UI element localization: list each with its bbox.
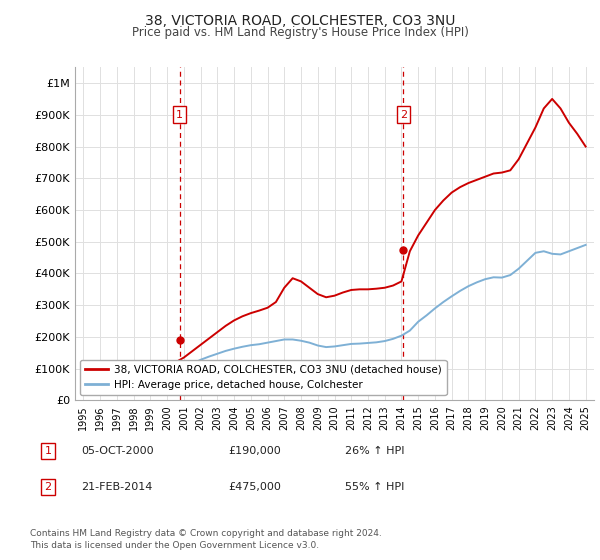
Text: 21-FEB-2014: 21-FEB-2014 — [81, 482, 152, 492]
Text: £190,000: £190,000 — [228, 446, 281, 456]
Text: 55% ↑ HPI: 55% ↑ HPI — [345, 482, 404, 492]
Text: 1: 1 — [176, 110, 183, 120]
Text: 1: 1 — [44, 446, 52, 456]
Text: 38, VICTORIA ROAD, COLCHESTER, CO3 3NU: 38, VICTORIA ROAD, COLCHESTER, CO3 3NU — [145, 14, 455, 28]
Text: 2: 2 — [44, 482, 52, 492]
Text: 26% ↑ HPI: 26% ↑ HPI — [345, 446, 404, 456]
Text: £475,000: £475,000 — [228, 482, 281, 492]
Text: Price paid vs. HM Land Registry's House Price Index (HPI): Price paid vs. HM Land Registry's House … — [131, 26, 469, 39]
Text: 2: 2 — [400, 110, 407, 120]
Legend: 38, VICTORIA ROAD, COLCHESTER, CO3 3NU (detached house), HPI: Average price, det: 38, VICTORIA ROAD, COLCHESTER, CO3 3NU (… — [80, 360, 446, 395]
Text: 05-OCT-2000: 05-OCT-2000 — [81, 446, 154, 456]
Text: Contains HM Land Registry data © Crown copyright and database right 2024.
This d: Contains HM Land Registry data © Crown c… — [30, 529, 382, 550]
